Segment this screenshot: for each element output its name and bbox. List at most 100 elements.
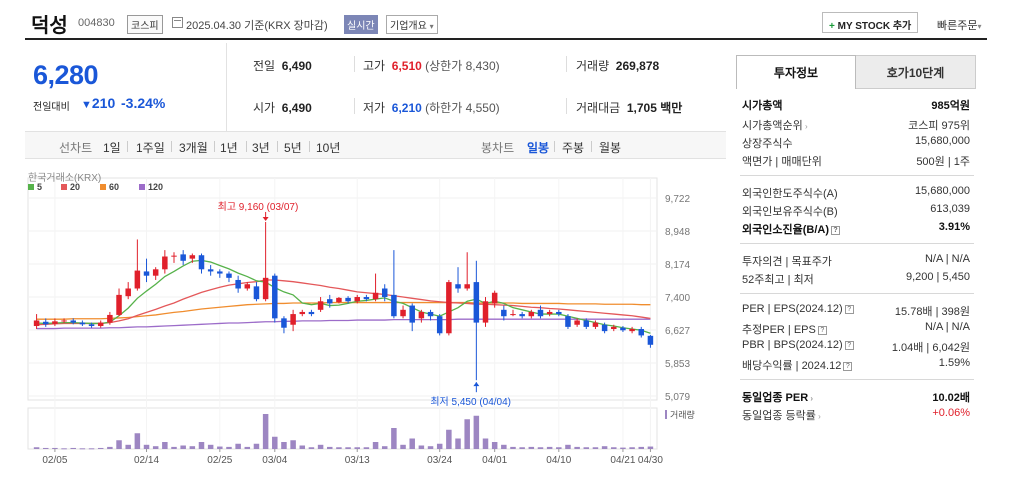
candle-body — [281, 318, 287, 328]
volume: 거래량 269,878 — [576, 57, 659, 74]
candle-body — [473, 282, 480, 323]
candle-body — [611, 326, 617, 330]
volume-bar — [226, 446, 232, 449]
volume-bar — [583, 447, 590, 449]
company-overview-dropdown[interactable]: 기업개요 ▾ — [386, 15, 438, 34]
candle-body — [363, 297, 370, 300]
candle-body — [327, 299, 333, 304]
toolbar-divider — [171, 141, 172, 152]
volume-area — [27, 407, 658, 450]
info-row: 투자의견 | 목표주가 N/A | N/A — [740, 251, 974, 269]
tab-invest-info[interactable]: 투자정보 — [736, 55, 856, 89]
period-1d[interactable]: 1일 — [103, 141, 121, 155]
candle-weekly[interactable]: 주봉 — [562, 141, 585, 155]
volume-value: 269,878 — [615, 59, 660, 73]
volume-legend-swatch — [665, 410, 667, 419]
y-tick-label: 8,948 — [665, 227, 690, 238]
info-row-value: N/A | N/A — [924, 321, 970, 333]
candle-body — [180, 254, 186, 261]
period-1w[interactable]: 1주일 — [136, 141, 165, 155]
volume-bar — [611, 447, 617, 449]
toolbar-divider — [554, 141, 555, 152]
current-price-panel: 6,280 전일대비 ▼210 -3.24% — [25, 43, 227, 131]
ma20-line — [36, 279, 651, 326]
info-row[interactable]: 시가총액순위 › 코스피 975위 — [740, 115, 974, 133]
candle-body — [198, 255, 205, 270]
x-tick-label: 02/25 — [207, 455, 232, 466]
info-row[interactable]: 추정PER | EPS? N/A | N/A — [740, 319, 974, 337]
info-row[interactable]: PER | EPS(2024.12)? 15.78배 | 398원 — [740, 301, 974, 319]
y-tick-label: 6,627 — [665, 326, 690, 337]
help-icon[interactable]: ? — [831, 225, 840, 235]
low-value: 6,210 — [391, 101, 422, 115]
upper-limit: (상한가 8,430) — [425, 59, 500, 73]
volume-bar — [116, 440, 122, 449]
period-5y[interactable]: 5년 — [284, 141, 302, 155]
info-row[interactable]: 동일업종 PER › 10.02배 — [740, 387, 974, 405]
help-icon[interactable]: ? — [817, 325, 827, 335]
info-row-value: 3.91% — [938, 221, 970, 233]
candle-body — [592, 322, 599, 327]
price-chart[interactable]: 9,722 8,948 8,174 7,400 6,627 5,853 5,079 02/05… — [25, 160, 726, 470]
realtime-button[interactable]: 실시간 — [344, 15, 378, 34]
candle-body — [345, 297, 351, 302]
info-row-label: PBR | BPS(2024.12)? — [742, 339, 854, 351]
period-1y[interactable]: 1년 — [220, 141, 238, 155]
info-row-label: 상장주식수 — [742, 138, 793, 150]
candle-body — [107, 314, 113, 323]
stock-code: 004830 — [78, 17, 115, 29]
info-row[interactable]: PBR | BPS(2024.12)? 1.04배 | 6,042원 — [740, 337, 974, 355]
info-row[interactable]: 배당수익률 | 2024.12? 1.59% — [740, 355, 974, 373]
volume-bar — [143, 444, 150, 449]
volume-bar — [455, 438, 461, 449]
candle-body — [482, 301, 489, 323]
volume-bar — [391, 428, 397, 449]
help-icon[interactable]: ? — [844, 304, 854, 314]
open-price: 시가 6,490 — [253, 99, 312, 116]
chevron-down-icon: ▾ — [977, 22, 982, 31]
candle-body — [583, 320, 590, 327]
volume-bar — [638, 446, 645, 449]
candle-body — [638, 329, 645, 336]
quick-order-menu[interactable]: 빠른주문▾ — [937, 17, 982, 33]
period-3m[interactable]: 3개월 — [179, 141, 208, 155]
divider — [566, 56, 567, 72]
low-marker-arrow — [473, 382, 480, 387]
info-row[interactable]: 외국인소진율(B/A)? 3.91% — [740, 219, 974, 237]
candle-body — [381, 288, 388, 298]
legend-label: 5 — [37, 182, 42, 192]
tab-orderbook[interactable]: 호가10단계 — [856, 55, 976, 89]
candle-body — [546, 311, 553, 315]
volume-label: 거래량 — [576, 59, 610, 73]
period-10y[interactable]: 10년 — [316, 141, 341, 155]
period-3y[interactable]: 3년 — [252, 141, 270, 155]
price-change: ▼210 — [81, 95, 115, 111]
candle-body — [400, 309, 406, 317]
amount-unit: 백만 — [660, 101, 683, 115]
divider — [354, 56, 355, 72]
x-tick-label: 04/01 — [482, 455, 507, 466]
candle-body — [217, 271, 223, 274]
plus-icon: + — [829, 21, 835, 32]
my-stock-add-button[interactable]: + MY STOCK 추가 — [822, 12, 919, 33]
info-row[interactable]: 동일업종 등락률 › +0.06% — [740, 405, 974, 423]
candle-body — [143, 271, 150, 276]
volume-bar — [97, 447, 104, 449]
info-row-value: 9,200 | 5,450 — [905, 271, 970, 283]
volume-bar — [235, 443, 241, 449]
candle-monthly[interactable]: 월봉 — [599, 141, 622, 155]
price-change-pct: -3.24% — [121, 95, 166, 111]
volume-bar — [464, 419, 470, 449]
volume-bar — [400, 444, 406, 449]
volume-bar — [262, 414, 269, 449]
help-icon[interactable]: ? — [843, 361, 853, 371]
legend-swatch — [100, 184, 106, 190]
help-icon[interactable]: ? — [844, 340, 854, 350]
info-row: 52주최고 | 최저 9,200 | 5,450 — [740, 269, 974, 287]
info-row-label: 외국인소진율(B/A)? — [742, 221, 840, 237]
candle-body — [409, 305, 415, 323]
chevron-right-icon: › — [802, 122, 808, 131]
info-row-value: 500원 | 1주 — [916, 156, 970, 168]
candle-daily[interactable]: 일봉 — [527, 141, 550, 155]
info-row-label: 투자의견 | 목표주가 — [742, 256, 832, 268]
